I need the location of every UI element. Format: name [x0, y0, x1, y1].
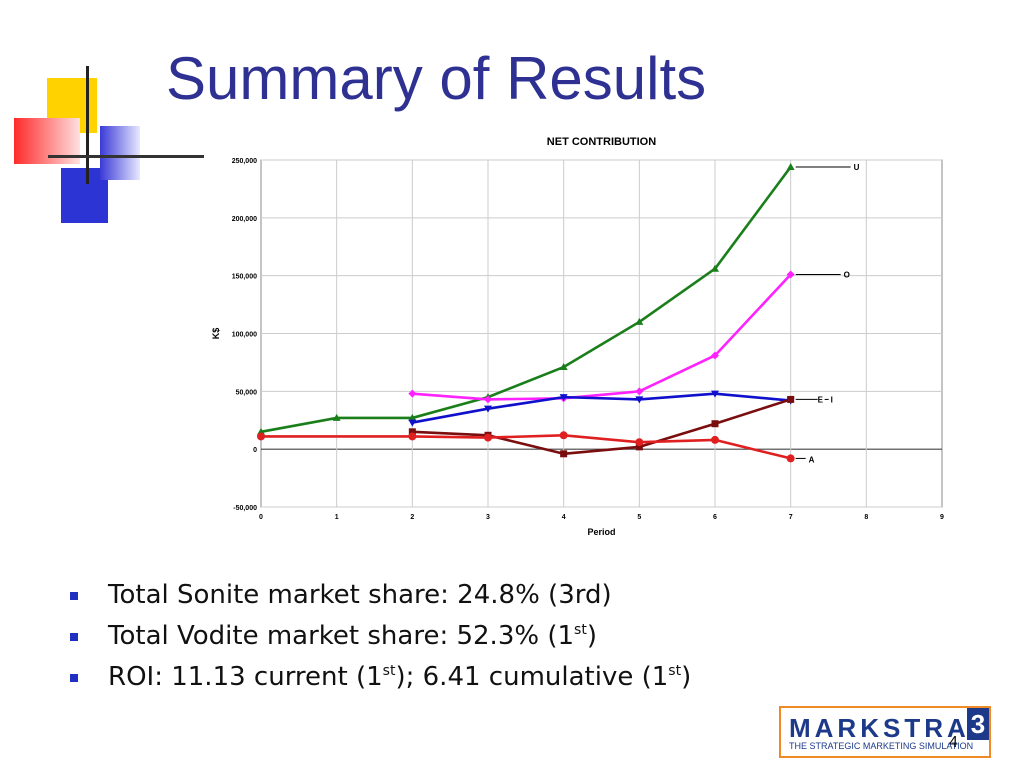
series-label-i: I: [831, 395, 833, 404]
y-tick-label: 0: [253, 447, 257, 454]
bullet-square-icon: [70, 674, 78, 682]
data-point-u: [332, 413, 341, 421]
net-contribution-chart: NET CONTRIBUTION-50,000050,000100,000150…: [211, 136, 944, 537]
data-point-o: [711, 351, 719, 360]
data-point-o: [786, 270, 795, 279]
x-tick-label: 0: [259, 514, 263, 521]
data-point-o: [484, 395, 492, 404]
y-tick-label: 100,000: [232, 332, 257, 339]
data-point-e: [560, 450, 568, 458]
decor-horizontal-line: [48, 155, 204, 158]
data-point-e: [787, 395, 795, 403]
decor-vertical-line: [86, 66, 89, 184]
data-point-a: [711, 435, 719, 444]
x-tick-label: 2: [410, 514, 414, 521]
data-point-i: [559, 394, 568, 402]
y-tick-label: 200,000: [232, 216, 257, 223]
chart-title: NET CONTRIBUTION: [547, 136, 656, 148]
bullet-roi: ROI: 11.13 current (1st); 6.41 cumulativ…: [70, 660, 691, 701]
data-point-o: [408, 389, 417, 398]
data-point-o: [635, 387, 644, 396]
data-point-a: [484, 433, 492, 442]
series-line-e: [412, 398, 792, 456]
data-point-e: [711, 420, 719, 428]
data-point-u: [786, 162, 795, 170]
x-axis-label: Period: [587, 527, 615, 537]
data-point-a: [257, 432, 265, 441]
series-label-u: U: [854, 163, 860, 172]
data-point-u: [408, 413, 417, 421]
series-line-u: [260, 166, 792, 434]
data-point-i: [635, 396, 644, 404]
x-tick-label: 4: [562, 514, 566, 521]
series-line-o: [412, 273, 792, 401]
y-tick-label: 50,000: [236, 389, 258, 396]
bullet-sonite-share: Total Sonite market share: 24.8% (3rd): [70, 578, 691, 619]
y-tick-label: -50,000: [233, 505, 257, 512]
bullet-list: Total Sonite market share: 24.8% (3rd) T…: [70, 578, 691, 701]
x-tick-label: 9: [940, 514, 944, 521]
data-point-a: [408, 432, 417, 441]
data-point-a: [559, 431, 568, 440]
data-point-u: [559, 363, 568, 371]
logo-subtitle: THE STRATEGIC MARKETING SIMULATION: [789, 741, 974, 751]
logo-wordmark: MARKSTRAT: [789, 713, 988, 743]
bullet-vodite-share: Total Vodite market share: 52.3% (1st): [70, 619, 691, 660]
data-point-e: [635, 443, 643, 451]
x-tick-label: 6: [713, 514, 717, 521]
data-point-i: [408, 419, 417, 427]
data-point-a: [786, 454, 795, 463]
data-point-u: [711, 264, 719, 272]
data-point-a: [635, 438, 644, 447]
bullet-square-icon: [70, 633, 78, 641]
x-tick-label: 7: [789, 514, 793, 521]
page-title: Summary of Results: [166, 45, 707, 112]
x-tick-label: 3: [486, 514, 490, 521]
data-point-u: [635, 317, 644, 325]
data-point-i: [484, 405, 492, 413]
series-line-i: [412, 392, 791, 424]
page-number: 4: [949, 734, 958, 751]
markstrat-logo: MARKSTRAT 3 THE STRATEGIC MARKETING SIMU…: [779, 706, 991, 758]
decor-blue-gradient: [100, 126, 140, 180]
y-tick-label: 150,000: [232, 274, 257, 281]
data-point-i: [711, 390, 719, 398]
series-label-o: O: [844, 271, 850, 280]
x-tick-label: 5: [637, 514, 641, 521]
x-tick-label: 8: [864, 514, 868, 521]
series-label-a: A: [809, 455, 815, 464]
series-label-e: E: [818, 395, 824, 404]
y-axis-label: K$: [211, 328, 221, 340]
bullet-square-icon: [70, 592, 78, 600]
y-tick-label: 250,000: [232, 158, 257, 165]
logo-number: 3: [967, 708, 989, 740]
data-point-e: [408, 428, 416, 436]
x-tick-label: 1: [335, 514, 339, 521]
